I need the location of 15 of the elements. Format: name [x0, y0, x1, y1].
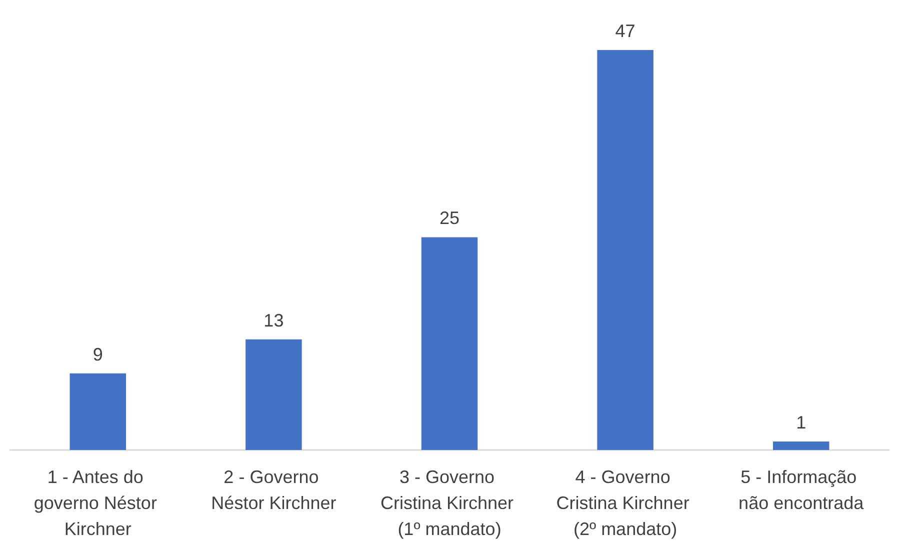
x-tick-label: 3 - Governo Cristina Kirchner (1º mandato): [380, 467, 519, 539]
x-tick-label: 1 - Antes do governo Néstor Kirchner: [34, 467, 162, 539]
bar: [421, 237, 478, 450]
data-label: 9: [92, 344, 103, 364]
x-tick-label: 2 - Governo Néstor Kirchner: [211, 467, 336, 513]
data-label: 25: [439, 208, 460, 228]
bar: [70, 373, 126, 450]
x-tick-label: 5 - Informação não encontrada: [738, 467, 865, 513]
data-label: 13: [264, 310, 284, 330]
data-label: 1: [796, 412, 806, 432]
bar: [772, 441, 830, 450]
bar: [246, 339, 302, 450]
x-tick-label: 4 - Governo Cristina Kirchner (2º mandato): [556, 467, 694, 539]
bar: [597, 50, 654, 450]
data-label: 47: [615, 21, 636, 41]
